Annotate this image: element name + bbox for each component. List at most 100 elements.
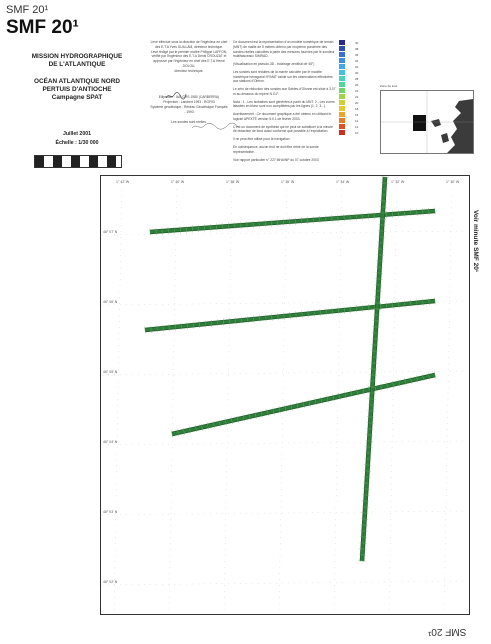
track-tick [242, 414, 245, 422]
longitude-label: 1° 36' W [281, 180, 295, 184]
track-tick [392, 301, 394, 309]
track-tick [361, 304, 364, 312]
depth-color-legend [339, 40, 353, 140]
legend-swatch [339, 46, 345, 51]
track-tick [349, 305, 351, 313]
track-tick [325, 308, 327, 316]
track-tick [319, 215, 321, 223]
track-tick [248, 413, 251, 421]
geodesy-line: Ellipsoïde : IAG GRS 1980 (CARBERRA) [158, 95, 220, 100]
note-paragraph: Il ne peut être utilisé pour la navigati… [233, 137, 291, 142]
longitude-label: 1° 32' W [391, 180, 405, 184]
track-tick [162, 324, 164, 332]
track-tick [230, 417, 233, 425]
track-tick [355, 213, 357, 221]
track-tick [428, 372, 431, 380]
note-paragraph: Nota : 1 - Les isobathes sont générées à… [233, 99, 335, 109]
meridian-line [333, 176, 343, 614]
track-tick [212, 421, 215, 429]
track-tick [434, 297, 436, 305]
latitude-label: 46° 05' N [103, 370, 118, 374]
track-tick [367, 304, 370, 312]
track-tick [349, 213, 351, 221]
title-line3: OCÉAN ATLANTIQUE NORD [34, 78, 120, 85]
track-tick [434, 207, 436, 215]
track-tick [386, 302, 388, 310]
track-tick [168, 324, 170, 332]
note-paragraph: Voir rapport particulier n° 227 MHA/NP d… [233, 157, 319, 162]
note-paragraph: (Visualisation en pseudo-3D - éclairage … [233, 62, 315, 67]
survey-track [149, 209, 436, 234]
inset-island [431, 119, 441, 127]
soundings-note: Les sondes sont réelles. [171, 120, 207, 125]
track-tick [422, 298, 424, 306]
track-tick [216, 223, 218, 231]
track-tick [167, 227, 169, 235]
meridian-line [168, 176, 178, 614]
track-tick [182, 427, 185, 435]
credit-line: Levé effectué sous la direction de l'ing… [150, 40, 228, 44]
track-tick [283, 312, 285, 320]
track-tick [320, 396, 323, 405]
credit-line: vérifié par l'ingénieur des E.T.A Denis … [151, 54, 227, 59]
longitude-label: 1° 42' W [116, 180, 130, 184]
track-tick [289, 218, 290, 226]
track-tick [416, 299, 418, 307]
legend-swatch [339, 58, 345, 63]
track-tick [252, 220, 254, 228]
legend-label: 16 [355, 113, 359, 117]
track-tick [428, 298, 430, 306]
inset-coast [447, 99, 473, 153]
track-tick [337, 307, 339, 315]
track-tick [156, 325, 158, 333]
legend-label: 36 [355, 53, 359, 57]
track-tick [296, 402, 299, 410]
legend-label: 18 [355, 107, 359, 111]
track-tick [185, 225, 187, 233]
track-tick [295, 311, 297, 319]
track-tick [173, 226, 175, 234]
meridian-line [443, 176, 453, 614]
grid-labels: 1° 42' W 1° 40' W 1° 38' W 1° 36' W 1° 34' W… [103, 180, 460, 584]
scale-bar [34, 155, 122, 168]
track-tick [240, 221, 242, 229]
track-tick [331, 307, 333, 315]
track-tick [422, 208, 424, 216]
track-tick [276, 219, 278, 227]
note-paragraph: Le zéro de réduction des sondes aux Sabl… [233, 87, 336, 96]
track-tick [176, 429, 179, 437]
track-tick [210, 224, 212, 232]
track-tick [380, 383, 383, 391]
track-tick [186, 322, 188, 330]
track-tick [326, 395, 329, 403]
track-tick [258, 220, 260, 228]
track-tick [144, 326, 146, 334]
track-tick [228, 222, 230, 230]
title-line5: Campagne SPAT [51, 94, 103, 101]
track-tick [247, 316, 249, 324]
track-tick [404, 300, 406, 308]
track-tick [302, 400, 305, 409]
track-tick [265, 314, 267, 322]
note-paragraph: Avertissement : Ce document graphique a … [233, 112, 332, 121]
legend-label: 40 [355, 41, 359, 45]
map-grid [101, 176, 469, 614]
credits-block: Levé effectué sous la direction de l'ing… [150, 40, 228, 125]
track-tick [241, 316, 243, 324]
track-tick [234, 222, 236, 230]
handwritten-stamp [191, 122, 239, 130]
track-tick [356, 388, 359, 396]
track-tick [361, 212, 363, 220]
track-tick [398, 379, 401, 387]
longitude-label: 1° 40' W [171, 180, 185, 184]
track-tick [404, 378, 407, 386]
track-tick [171, 430, 173, 438]
track-tick [161, 227, 163, 235]
track-tick [398, 210, 400, 218]
track-tick [200, 423, 203, 431]
track-tick [332, 394, 335, 402]
legend-swatch [339, 124, 345, 129]
track-tick [313, 216, 315, 224]
note-paragraph: En conséquence, aucun fruit ne doit être… [233, 145, 319, 154]
legend-swatch [339, 94, 345, 99]
